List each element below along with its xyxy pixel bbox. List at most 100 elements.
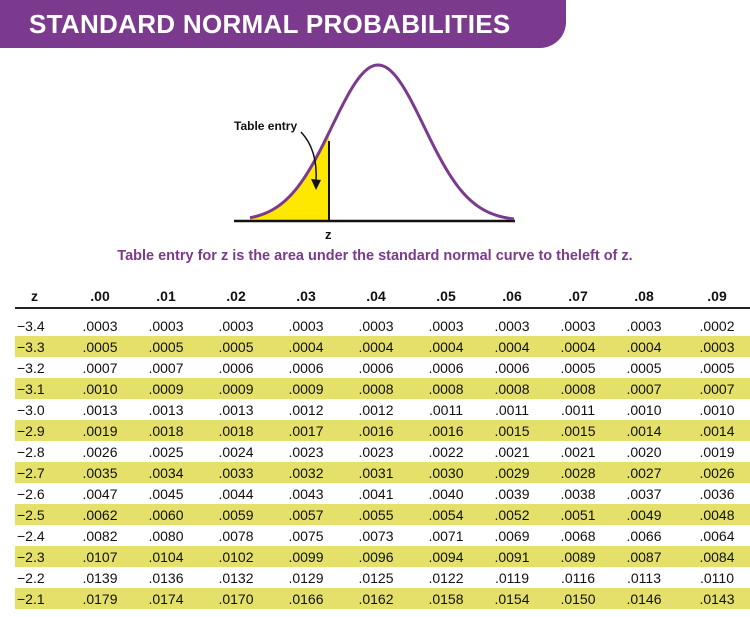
table-row: −2.5.0062.0060.0059.0057.0055.0054.0052.…: [15, 504, 750, 525]
probability-cell: .0019: [699, 443, 735, 460]
probability-cell: .0132: [218, 569, 254, 586]
probability-cell: .0038: [560, 485, 596, 502]
probability-cell: .0005: [626, 359, 662, 376]
probability-cell: .0073: [358, 527, 394, 544]
probability-cell: .0174: [133, 588, 199, 609]
table-row: −2.7.0035.0034.0033.0032.0031.0030.0029.…: [15, 462, 750, 483]
probability-cell: .0087: [611, 546, 677, 567]
title-banner: STANDARD NORMAL PROBABILITIES: [0, 0, 566, 48]
probability-cell: .0005: [199, 336, 273, 357]
probability-cell: .0082: [82, 527, 118, 544]
probability-cell: .0028: [545, 462, 611, 483]
probability-cell: .0011: [429, 401, 463, 418]
probability-cell: .0010: [626, 401, 662, 418]
probability-cell: .0048: [677, 504, 750, 525]
probability-cell: .0022: [428, 443, 464, 460]
probability-cell: .0045: [148, 485, 184, 502]
probability-cell: .0066: [626, 527, 662, 544]
table-row: −2.2 .0139 .0136 .0132 .0129 .0125 .0122 .0119.…: [15, 567, 750, 588]
probability-cell: .0008: [545, 378, 611, 399]
probability-cell: .0055: [339, 504, 413, 525]
table-header-row: z .00.01.02.03.04.05.06.07.08.09: [15, 285, 750, 309]
pointer-arrowhead: [311, 179, 321, 190]
probability-cell: .0003: [428, 317, 464, 334]
probability-cell: .0010: [67, 378, 133, 399]
probability-cell: .0034: [133, 462, 199, 483]
z-value-cell: −3.4: [17, 317, 45, 334]
probability-cell: .0030: [413, 462, 479, 483]
probability-cell: .0016: [413, 420, 479, 441]
probability-cell: .0029: [479, 462, 545, 483]
probability-cell: .0009: [133, 378, 199, 399]
probability-cell: .0162: [339, 588, 413, 609]
probability-cell: .0129: [288, 569, 324, 586]
page-title: STANDARD NORMAL PROBABILITIES: [29, 9, 511, 39]
probability-cell: .0049: [611, 504, 677, 525]
table-row: −3.1.0010.0009.0009.0009.0008.0008.0008.…: [15, 378, 750, 399]
probability-cell: .0003: [218, 317, 254, 334]
table-body: −3.4 .0003 .0003 .0003 .0003 .0003 .0003 .0003.…: [15, 308, 750, 609]
probability-cell: .0040: [428, 485, 464, 502]
probability-cell: .0004: [339, 336, 413, 357]
probability-cell: .0089: [545, 546, 611, 567]
probability-cell: .0011: [561, 401, 595, 418]
probability-cell: .0104: [133, 546, 199, 567]
probability-cell: .0078: [218, 527, 254, 544]
probability-cell: .0007: [82, 359, 118, 376]
probability-cell: .0006: [218, 359, 254, 376]
normal-curve-diagram: [234, 63, 515, 223]
z-value-cell: −2.3: [15, 546, 67, 567]
probability-cell: .0043: [288, 485, 324, 502]
probability-cell: .0013: [82, 401, 118, 418]
probability-cell: .0023: [358, 443, 394, 460]
probability-cell: .0004: [545, 336, 611, 357]
probability-cell: .0003: [560, 317, 596, 334]
z-value-cell: −3.2: [17, 359, 45, 376]
z-value-cell: −3.3: [15, 336, 67, 357]
probability-cell: .0021: [494, 443, 530, 460]
table-row: −2.8 .0026 .0025 .0024 .0023 .0023 .0022 .0021.…: [15, 441, 750, 462]
z-value-cell: −2.2: [17, 569, 45, 586]
probability-table: z .00.01.02.03.04.05.06.07.08.09 −3.4 .000…: [15, 285, 750, 609]
column-header: .06: [479, 285, 545, 309]
probability-cell: .0094: [413, 546, 479, 567]
probability-cell: .0091: [479, 546, 545, 567]
probability-cell: .0146: [611, 588, 677, 609]
probability-cell: .0023: [288, 443, 324, 460]
bell-curve: [249, 63, 515, 221]
probability-cell: .0122: [428, 569, 464, 586]
probability-cell: .0026: [82, 443, 118, 460]
table-row: −2.3.0107.0104.0102.0099.0096.0094.0091.…: [15, 546, 750, 567]
table-row: −3.2 .0007 .0007 .0006 .0006 .0006 .0006 .0006.…: [15, 357, 750, 378]
column-header: .07: [545, 285, 611, 309]
probability-cell: .0003: [82, 317, 118, 334]
probability-cell: .0020: [626, 443, 662, 460]
probability-cell: .0013: [218, 401, 254, 418]
probability-cell: .0011: [495, 401, 529, 418]
probability-cell: .0005: [560, 359, 596, 376]
z-value-cell: −2.4: [17, 527, 45, 544]
table-row: −2.1.0179.0174.0170.0166.0162.0158.0154.…: [15, 588, 750, 609]
probability-cell: .0110: [700, 569, 734, 586]
probability-cell: .0010: [699, 401, 735, 418]
z-value-cell: −2.9: [15, 420, 67, 441]
probability-cell: .0013: [148, 401, 184, 418]
column-header: .01: [133, 285, 199, 309]
probability-cell: .0075: [288, 527, 324, 544]
probability-cell: .0006: [288, 359, 324, 376]
probability-cell: .0005: [699, 359, 735, 376]
probability-cell: .0003: [494, 317, 530, 334]
probability-cell: .0054: [413, 504, 479, 525]
probability-cell: .0003: [288, 317, 324, 334]
probability-cell: .0099: [273, 546, 339, 567]
probability-cell: .0002: [699, 317, 735, 334]
table-row: −3.0 .0013 .0013 .0013 .0012 .0012 .0011 .0011.…: [15, 399, 750, 420]
probability-cell: .0047: [82, 485, 118, 502]
probability-cell: .0025: [148, 443, 184, 460]
table-row: −3.4 .0003 .0003 .0003 .0003 .0003 .0003 .0003.…: [15, 308, 750, 336]
shaded-area: [250, 132, 329, 221]
column-header: .08: [611, 285, 677, 309]
probability-cell: .0016: [339, 420, 413, 441]
probability-cell: .0102: [199, 546, 273, 567]
probability-cell: .0068: [560, 527, 596, 544]
